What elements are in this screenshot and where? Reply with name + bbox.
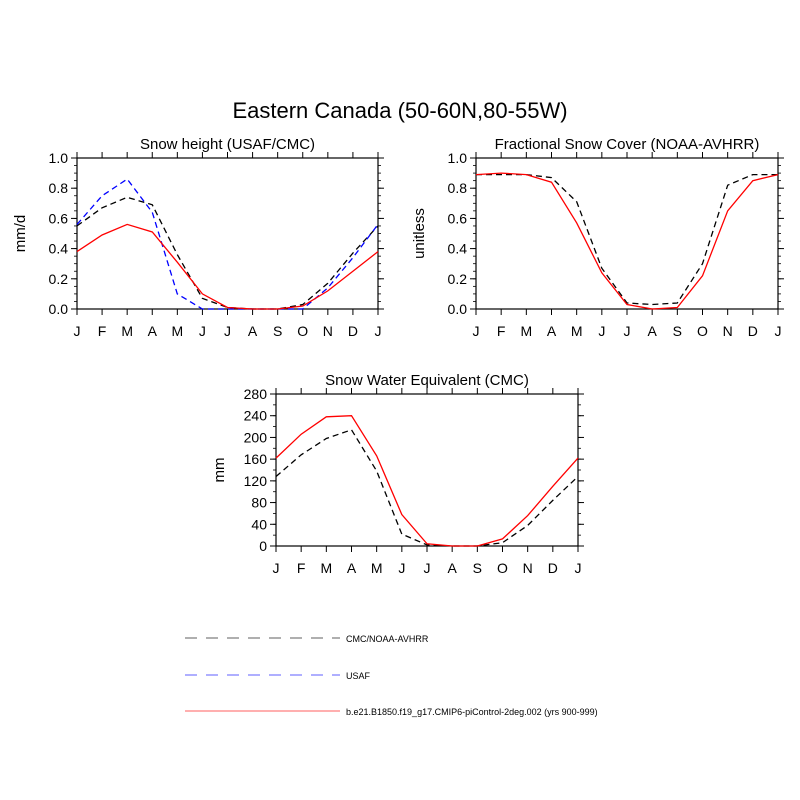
y-axis-label: mm/d <box>12 215 29 253</box>
chart-panel-3: Snow Water Equivalent (CMC) mm 0 40 80 120 160… <box>211 372 584 576</box>
y-tick-label: 0.0 <box>49 301 69 317</box>
series-line-1 <box>476 173 778 306</box>
y-axis-label: mm <box>211 458 228 483</box>
x-tick-label: J <box>775 323 782 339</box>
legend-item-2: USAF <box>185 671 371 681</box>
x-tick-label: S <box>473 560 482 576</box>
y-tick-label: 0.6 <box>448 210 468 226</box>
plot-frame <box>275 393 579 547</box>
y-tick-label: 1.0 <box>448 150 468 166</box>
x-tick-label: M <box>171 323 183 339</box>
chart-title: Snow Water Equivalent (CMC) <box>325 372 529 389</box>
x-tick-label: N <box>523 560 533 576</box>
y-tick-label: 0.6 <box>49 210 69 226</box>
x-tick-label: A <box>148 323 158 339</box>
y-tick-label: 0.4 <box>448 241 468 257</box>
x-tick-label: J <box>224 323 231 339</box>
y-tick-label: 120 <box>244 473 268 489</box>
x-tick-label: D <box>748 323 758 339</box>
x-tick-label: J <box>375 323 382 339</box>
x-tick-label: D <box>548 560 558 576</box>
x-tick-label: A <box>447 560 457 576</box>
x-tick-label: M <box>520 323 532 339</box>
legend-label: USAF <box>346 671 371 681</box>
legend-item-3: b.e21.B1850.f19_g17.CMIP6-piControl-2deg… <box>185 707 598 717</box>
series-line-1 <box>275 429 579 547</box>
y-tick-label: 160 <box>244 451 268 467</box>
y-tick-label: 40 <box>251 516 267 532</box>
x-tick-label: J <box>273 560 280 576</box>
y-axis-label: unitless <box>411 208 428 259</box>
x-tick-label: O <box>497 560 508 576</box>
series-line-3 <box>76 223 379 310</box>
y-tick-label: 0.2 <box>448 271 468 287</box>
chart-panels: Snow height (USAF/CMC) mm/d 0.0 0.2 0.4 0.6 0.… <box>12 136 784 576</box>
chart-panel-2: Fractional Snow Cover (NOAA-AVHRR) unitle… <box>411 136 784 339</box>
x-tick-label: J <box>74 323 81 339</box>
x-tick-label: O <box>297 323 308 339</box>
y-tick-label: 240 <box>244 408 268 424</box>
legend: CMC/NOAA-AVHRR USAF b.e21.B1850.f19_g17.CM… <box>185 634 598 717</box>
y-tick-label: 1.0 <box>49 150 69 166</box>
x-tick-label: F <box>497 323 506 339</box>
y-tick-label: 0.0 <box>448 301 468 317</box>
x-tick-label: O <box>697 323 708 339</box>
figure-title: Eastern Canada (50-60N,80-55W) <box>232 98 567 123</box>
plot-frame <box>475 157 779 310</box>
x-tick-label: A <box>647 323 657 339</box>
x-tick-label: J <box>473 323 480 339</box>
x-tick-label: D <box>348 323 358 339</box>
chart-title: Snow height (USAF/CMC) <box>140 136 315 153</box>
x-tick-label: J <box>598 323 605 339</box>
x-tick-label: F <box>297 560 306 576</box>
y-tick-label: 0 <box>259 538 267 554</box>
legend-label: b.e21.B1850.f19_g17.CMIP6-piControl-2deg… <box>346 707 598 717</box>
y-tick-label: 80 <box>251 495 267 511</box>
series-line-1 <box>76 196 379 310</box>
x-tick-label: S <box>673 323 682 339</box>
series-line-2 <box>76 178 379 310</box>
y-tick-label: 280 <box>244 386 268 402</box>
y-tick-label: 0.2 <box>49 271 69 287</box>
chart-panel-1: Snow height (USAF/CMC) mm/d 0.0 0.2 0.4 0.6 0.… <box>12 136 384 339</box>
x-tick-label: J <box>199 323 206 339</box>
y-tick-label: 200 <box>244 429 268 445</box>
x-tick-label: N <box>723 323 733 339</box>
legend-label: CMC/NOAA-AVHRR <box>346 634 429 644</box>
x-tick-label: A <box>547 323 557 339</box>
x-tick-label: J <box>398 560 405 576</box>
x-tick-label: F <box>98 323 107 339</box>
x-tick-label: M <box>121 323 133 339</box>
x-tick-label: M <box>320 560 332 576</box>
x-tick-label: M <box>371 560 383 576</box>
x-tick-label: A <box>347 560 357 576</box>
x-tick-label: A <box>248 323 258 339</box>
legend-item-1: CMC/NOAA-AVHRR <box>185 634 429 644</box>
x-tick-label: J <box>424 560 431 576</box>
x-tick-label: J <box>624 323 631 339</box>
x-tick-label: S <box>273 323 282 339</box>
chart-title: Fractional Snow Cover (NOAA-AVHRR) <box>495 136 760 153</box>
y-tick-label: 0.4 <box>49 241 69 257</box>
x-tick-label: J <box>575 560 582 576</box>
y-tick-label: 0.8 <box>448 180 468 196</box>
series-line-2 <box>275 415 579 547</box>
y-tick-label: 0.8 <box>49 180 69 196</box>
x-tick-label: N <box>323 323 333 339</box>
x-tick-label: M <box>571 323 583 339</box>
series-line-2 <box>475 172 779 310</box>
